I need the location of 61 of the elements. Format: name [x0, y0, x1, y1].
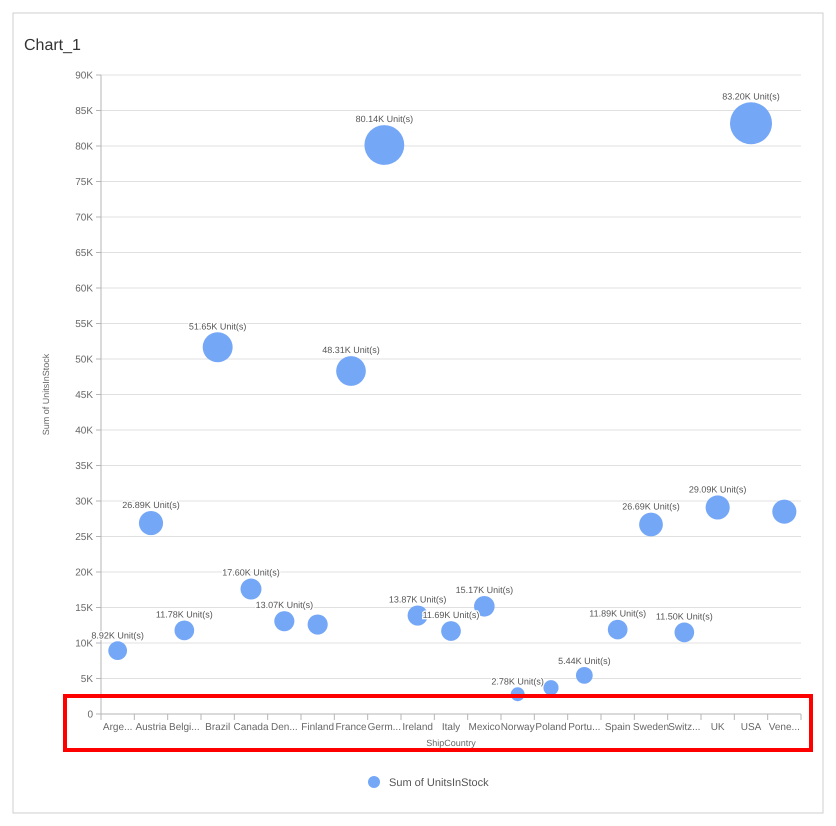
data-label: 48.31K Unit(s): [322, 345, 380, 356]
x-tick-label: Belgi...: [169, 722, 200, 733]
data-label: 26.69K Unit(s): [622, 502, 680, 512]
data-label: 26.89K Unit(s): [122, 500, 180, 510]
y-tick-label: 25K: [75, 532, 94, 543]
x-tick-label: Switz...: [668, 722, 700, 733]
y-tick-label: 20K: [75, 568, 94, 578]
y-tick-label: 10K: [75, 638, 94, 650]
x-tick-label: Poland: [535, 722, 567, 733]
y-tick-label: 75K: [75, 177, 94, 188]
y-tick-label: 70K: [75, 212, 94, 224]
x-tick-label: Spain: [604, 722, 630, 733]
x-tick-label: Sweden: [632, 722, 670, 733]
x-tick-label: Finland: [301, 722, 334, 733]
y-tick-label: 60K: [75, 284, 94, 294]
y-tick-label: 15K: [75, 603, 94, 614]
y-tick-label: 40K: [75, 426, 94, 436]
data-label: 51.65K Unit(s): [188, 321, 246, 332]
x-tick-label: UK: [710, 722, 725, 733]
y-tick-label: 90K: [75, 70, 94, 82]
data-label: 15.17K Unit(s): [456, 585, 514, 596]
x-tick-label: USA: [740, 722, 762, 733]
y-tick-label: 0: [87, 710, 94, 720]
x-tick-label: Ireland: [402, 722, 433, 733]
data-label: 29.09K Unit(s): [688, 484, 746, 494]
y-tick-label: 85K: [75, 106, 94, 117]
data-label: 13.07K Unit(s): [256, 600, 314, 610]
x-tick-label: Den...: [270, 722, 298, 733]
legend-label: Sum of UnitsInStock: [389, 776, 490, 789]
x-tick-label: Arge...: [102, 722, 132, 733]
data-label: 83.20K Unit(s): [722, 91, 780, 102]
y-tick-label: 50K: [75, 354, 94, 366]
data-label: 11.89K Unit(s): [589, 608, 646, 619]
x-tick-label: Norway: [500, 722, 535, 733]
data-label: 13.87K Unit(s): [388, 594, 446, 604]
x-tick-label: France: [335, 722, 367, 733]
x-tick-label: Italy: [442, 722, 460, 733]
x-tick-label: Brazil: [205, 722, 230, 733]
x-tick-label: Vene...: [768, 722, 800, 733]
y-tick-label: 55K: [75, 319, 94, 330]
data-label: 17.60K Unit(s): [222, 568, 280, 578]
x-tick-label: Mexico: [468, 722, 501, 733]
y-axis-title: Sum of UnitsInStock: [41, 353, 51, 436]
y-tick-label: 45K: [75, 390, 94, 401]
data-label: 11.78K Unit(s): [156, 610, 213, 620]
data-label: 11.50K Unit(s): [656, 612, 713, 622]
y-tick-label: 35K: [75, 461, 94, 472]
x-tick-label: Canada: [233, 722, 269, 733]
y-tick-label: 65K: [75, 248, 94, 259]
chart-title: Chart_1: [24, 37, 82, 54]
y-tick-label: 5K: [80, 674, 94, 685]
data-label: 2.78K Unit(s): [491, 676, 544, 686]
x-tick-label: Germ...: [368, 722, 402, 733]
y-tick-label: 30K: [75, 496, 94, 508]
data-label: 8.92K Unit(s): [91, 630, 144, 640]
data-label: 80.14K Unit(s): [356, 114, 414, 124]
x-tick-label: Portu...: [568, 722, 600, 733]
x-axis-title: ShipCountry: [426, 738, 476, 748]
data-label: 5.44K Unit(s): [558, 656, 611, 666]
x-tick-label: Austria: [135, 722, 167, 733]
y-tick-label: 80K: [75, 142, 94, 152]
